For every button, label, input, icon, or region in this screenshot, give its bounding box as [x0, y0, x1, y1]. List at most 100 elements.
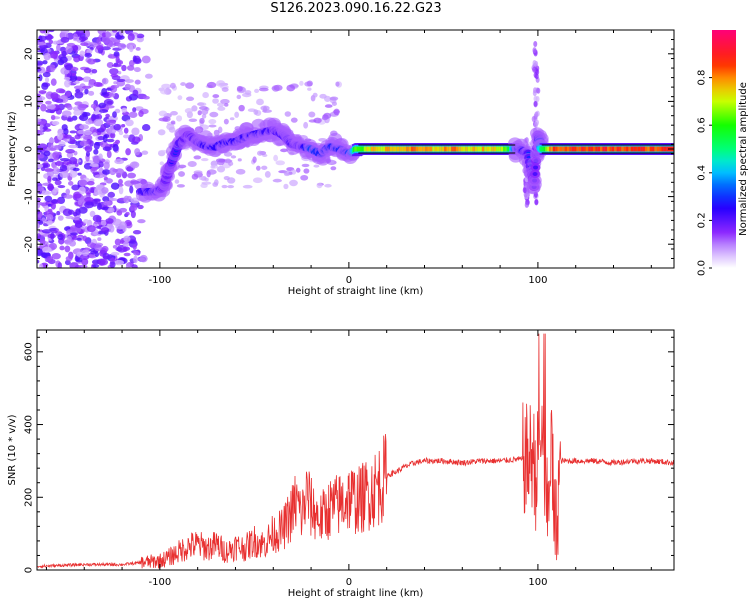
x-tick-label: -100 — [149, 577, 172, 588]
noise-cell — [333, 108, 340, 116]
noise-cell — [77, 199, 83, 206]
noise-cell — [316, 182, 323, 189]
noise-cell — [90, 167, 98, 172]
noise-cell — [229, 117, 235, 121]
noise-cell — [88, 42, 98, 46]
noise-cell — [289, 179, 298, 187]
noise-cell — [37, 163, 44, 169]
y-tick-label: -20 — [24, 236, 35, 252]
noise-cell — [46, 220, 53, 226]
noise-cell — [73, 211, 78, 217]
noise-cell — [185, 82, 195, 89]
noise-cell — [50, 92, 59, 100]
noise-cell — [210, 160, 218, 167]
noise-cell — [93, 187, 101, 196]
noise-cell — [103, 200, 111, 206]
noise-cell — [105, 218, 114, 224]
noise-cell — [125, 211, 130, 216]
noise-cell — [275, 160, 285, 166]
noise-cell — [324, 183, 332, 188]
noise-cell — [56, 44, 61, 52]
noise-cell — [61, 124, 68, 131]
noise-cell — [178, 164, 187, 169]
noise-cell — [59, 245, 65, 251]
noise-cell — [48, 137, 55, 143]
noise-cell — [38, 35, 47, 42]
noise-cell — [216, 80, 226, 87]
noise-cell — [209, 111, 219, 118]
noise-cell — [48, 30, 55, 33]
noise-cell — [46, 255, 54, 263]
noise-cell — [280, 148, 288, 153]
noise-cell — [71, 67, 79, 72]
noise-cell — [95, 113, 103, 120]
noise-cell — [306, 80, 313, 87]
noise-cell — [112, 111, 117, 118]
spike-cell — [525, 198, 530, 205]
noise-cell — [102, 146, 112, 152]
noise-cell — [66, 151, 74, 159]
snr-series-line — [37, 333, 674, 569]
noise-cell — [217, 159, 225, 166]
spike-cell — [533, 40, 538, 47]
noise-cell — [216, 102, 225, 107]
noise-cell — [174, 179, 180, 184]
noise-cell — [114, 259, 125, 266]
y-tick-label: 20 — [24, 47, 35, 60]
noise-cell — [106, 178, 113, 184]
noise-cell — [51, 177, 58, 182]
noise-cell — [101, 187, 109, 194]
noise-cell — [49, 109, 55, 114]
noise-cell — [96, 37, 102, 46]
noise-cell — [74, 220, 83, 229]
noise-cell — [109, 68, 119, 75]
noise-cell — [227, 184, 235, 189]
noise-cell — [132, 107, 137, 113]
noise-cell — [37, 96, 46, 101]
spike-cell — [534, 199, 539, 206]
noise-cell — [72, 167, 80, 172]
noise-cell — [107, 191, 116, 198]
noise-cell — [106, 150, 112, 159]
noise-cell — [286, 84, 296, 92]
noise-cell — [74, 256, 79, 262]
noise-cell — [135, 47, 141, 51]
noise-cell — [69, 130, 77, 134]
noise-cell — [273, 84, 283, 91]
noise-cell — [197, 110, 202, 116]
x-tick-label: 100 — [528, 577, 547, 588]
noise-cell — [125, 262, 131, 268]
colorbar-tick-label: 0.2 — [697, 212, 708, 228]
noise-cell — [66, 42, 76, 47]
noise-cell — [261, 165, 268, 170]
noise-cell — [133, 250, 140, 256]
noise-cell — [129, 185, 134, 194]
noise-cell — [86, 180, 95, 186]
noise-cell — [71, 184, 80, 191]
noise-cell — [84, 130, 92, 136]
noise-cell — [83, 219, 89, 224]
noise-cell — [307, 87, 312, 91]
noise-cell — [93, 221, 101, 225]
noise-cell — [335, 81, 340, 87]
noise-cell — [76, 237, 82, 241]
noise-cell — [65, 188, 71, 195]
spike-cell — [522, 187, 527, 194]
noise-cell — [81, 258, 89, 266]
noise-cell — [234, 111, 240, 118]
noise-cell — [324, 104, 333, 108]
y-axis-label: Frequency (Hz) — [7, 111, 18, 187]
noise-cell — [71, 44, 79, 52]
noise-cell — [61, 110, 72, 117]
colorbar: 0.0 0.2 0.4 0.6 0.8 Normalized spectral ampli… — [697, 30, 749, 276]
noise-cell — [123, 127, 129, 134]
noise-cell — [56, 160, 62, 167]
noise-cell — [107, 92, 116, 98]
noise-cell — [93, 149, 99, 155]
noise-cell — [47, 175, 52, 184]
noise-cell — [134, 148, 141, 156]
noise-cell — [253, 109, 259, 115]
noise-cell — [113, 123, 122, 131]
noise-cell — [118, 130, 124, 136]
noise-cell — [37, 41, 46, 46]
